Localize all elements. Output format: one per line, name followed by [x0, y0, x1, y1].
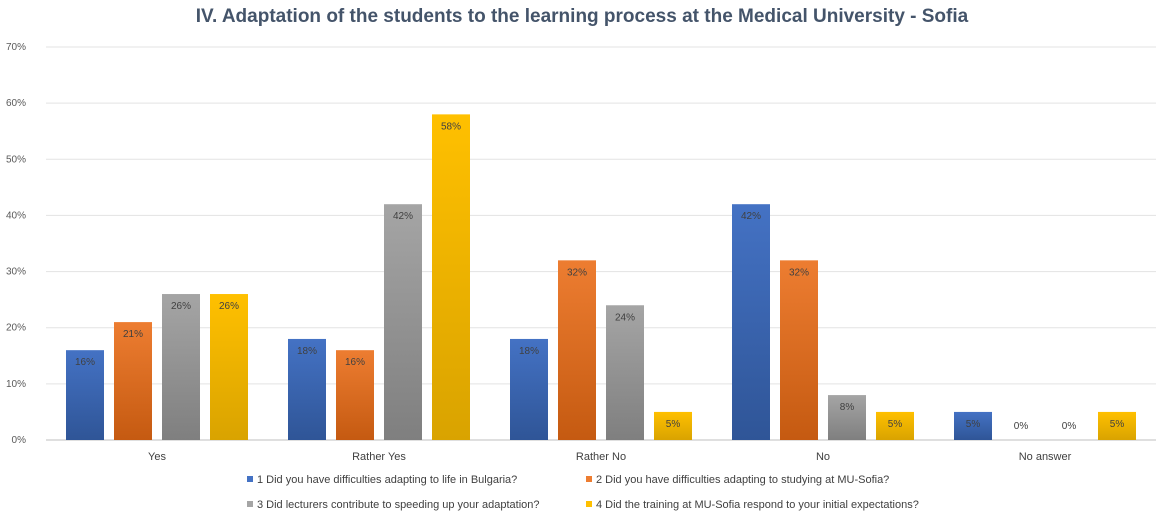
- bar: [828, 395, 866, 440]
- y-tick-label: 70%: [6, 42, 26, 53]
- bar: [732, 204, 770, 440]
- legend-swatch: [247, 501, 253, 507]
- data-label: 16%: [345, 357, 365, 368]
- data-label: 24%: [615, 312, 635, 323]
- data-label: 5%: [888, 419, 903, 430]
- legend-swatch: [586, 476, 592, 482]
- data-label: 5%: [1110, 419, 1125, 430]
- y-tick-label: 10%: [6, 379, 26, 390]
- bar: [384, 204, 422, 440]
- y-tick-label: 40%: [6, 210, 26, 221]
- x-category-label: No answer: [1019, 451, 1072, 463]
- y-tick-label: 60%: [6, 98, 26, 109]
- x-axis-categories: Yes Rather Yes Rather No No No answer: [148, 451, 1072, 463]
- bar: [780, 260, 818, 440]
- data-label: 5%: [666, 419, 681, 430]
- data-label: 42%: [393, 211, 413, 222]
- bar: [432, 114, 470, 440]
- data-label: 32%: [567, 267, 587, 278]
- bar: [210, 294, 248, 440]
- y-tick-label: 30%: [6, 267, 26, 278]
- x-category-label: Yes: [148, 451, 166, 463]
- bar: [876, 411, 914, 440]
- bar: [510, 338, 548, 440]
- legend-item: 1 Did you have difficulties adapting to …: [257, 474, 517, 486]
- y-tick-label: 0%: [12, 435, 27, 446]
- chart-title: IV. Adaptation of the students to the le…: [195, 6, 969, 27]
- data-label: 58%: [441, 121, 461, 132]
- legend-swatch: [247, 476, 253, 482]
- legend-item: 2 Did you have difficulties adapting to …: [596, 474, 889, 486]
- legend: 1 Did you have difficulties adapting to …: [247, 474, 919, 511]
- data-label: 26%: [171, 301, 191, 312]
- data-label: 32%: [789, 267, 809, 278]
- data-label: 0%: [1014, 421, 1029, 432]
- data-label: 21%: [123, 329, 143, 340]
- y-tick-label: 20%: [6, 323, 26, 334]
- data-label: 5%: [966, 419, 981, 430]
- gridlines: [46, 46, 1156, 441]
- data-label: 0%: [1062, 421, 1077, 432]
- legend-item: 3 Did lecturers contribute to speeding u…: [257, 499, 540, 511]
- bar: [114, 322, 152, 440]
- bar: [954, 411, 992, 440]
- bar: [66, 350, 104, 440]
- data-label: 26%: [219, 301, 239, 312]
- bar: [162, 294, 200, 440]
- data-label: 16%: [75, 357, 95, 368]
- y-tick-label: 50%: [6, 154, 26, 165]
- x-category-label: Rather No: [576, 451, 626, 463]
- data-label: 18%: [519, 346, 539, 357]
- bar: [1098, 411, 1136, 440]
- bar: [288, 338, 326, 440]
- legend-swatch: [586, 501, 592, 507]
- bar: [558, 260, 596, 440]
- bar: [654, 411, 692, 440]
- data-label: 18%: [297, 346, 317, 357]
- y-axis-ticks: 0% 10% 20% 30% 40% 50% 60% 70%: [6, 42, 26, 446]
- legend-item: 4 Did the training at MU-Sofia respond t…: [596, 499, 919, 511]
- data-label: 8%: [840, 402, 855, 413]
- bar: [606, 305, 644, 440]
- bar: [336, 350, 374, 440]
- bars: [66, 114, 1136, 440]
- data-labels: 16% 21% 26% 26% 18% 16% 42% 58% 18% 32% 24% 5% 42% 32…: [75, 121, 1124, 432]
- x-category-label: No: [816, 451, 830, 463]
- x-category-label: Rather Yes: [352, 451, 406, 463]
- data-label: 42%: [741, 211, 761, 222]
